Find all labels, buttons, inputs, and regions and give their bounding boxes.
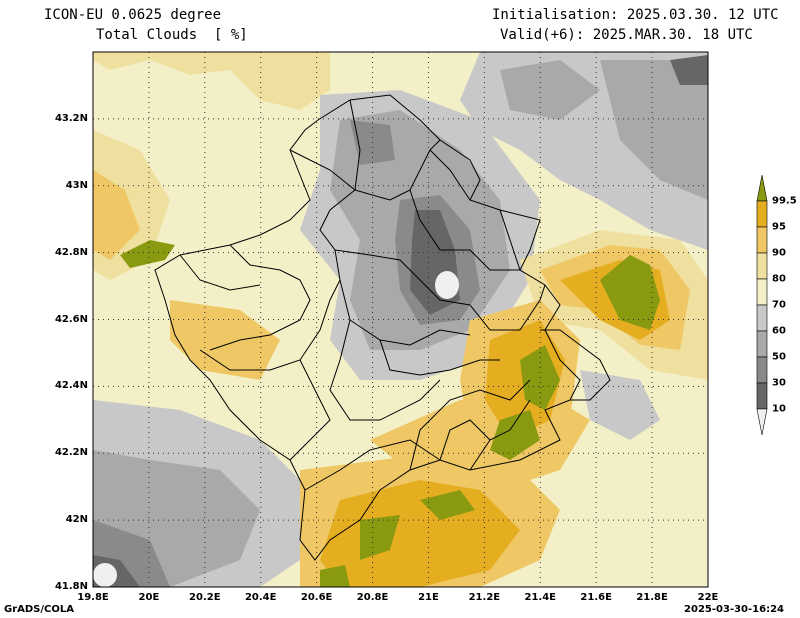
colorbar-segment: [756, 408, 768, 436]
colorbar: [756, 174, 768, 436]
plot-frame: [92, 51, 709, 588]
colorbar-label: 99.5: [772, 195, 797, 207]
lon-tick-label: 22E: [697, 592, 719, 603]
lat-tick-label: 42.8N: [54, 246, 88, 258]
lon-tick-label: 20.8E: [356, 592, 389, 603]
lat-tick-label: 43.2N: [54, 112, 88, 124]
model-title: ICON-EU 0.0625 degree: [44, 7, 222, 23]
lon-tick-label: 20.4E: [244, 592, 277, 603]
footer-left: GrADS/COLA: [4, 604, 74, 615]
lat-tick-label: 42N: [65, 514, 88, 526]
lon-tick-label: 21.4E: [524, 592, 557, 603]
lon-tick-label: 21.6E: [580, 592, 612, 603]
colorbar-segment: [756, 174, 768, 202]
colorbar-label: 80: [772, 273, 786, 285]
lat-tick-label: 42.6N: [54, 313, 88, 325]
lon-tick-label: 20.6E: [300, 592, 333, 603]
colorbar-label: 70: [772, 299, 786, 311]
init-time: Initialisation: 2025.03.30. 12 UTC: [492, 7, 779, 23]
colorbar-segment: [756, 330, 768, 358]
colorbar-label: 50: [772, 351, 786, 363]
admin-borders: [154, 94, 611, 561]
colorbar-segment: [756, 356, 768, 384]
colorbar-segment: [756, 304, 768, 332]
colorbar-label: 10: [772, 403, 786, 415]
valid-time: Valid(+6): 2025.MAR.30. 18 UTC: [500, 27, 753, 43]
field-title: Total Clouds [ %]: [96, 27, 248, 43]
lat-tick-label: 41.8N: [54, 581, 88, 592]
lat-tick-label: 43N: [65, 179, 88, 191]
lon-tick-label: 20E: [138, 592, 160, 603]
colorbar-segment: [756, 200, 768, 228]
lat-tick-label: 42.4N: [54, 380, 88, 392]
colorbar-label: 95: [772, 221, 786, 233]
lon-tick-label: 21E: [418, 592, 439, 603]
lon-tick-label: 20.2E: [189, 592, 221, 603]
map-grid: [93, 52, 708, 587]
lon-tick-label: 21.8E: [636, 592, 668, 603]
colorbar-segment: [756, 226, 768, 254]
colorbar-segment: [756, 382, 768, 410]
lon-tick-label: 19.8E: [77, 592, 109, 603]
footer-right: 2025-03-30-16:24: [684, 604, 784, 615]
colorbar-segment: [756, 278, 768, 306]
colorbar-label: 90: [772, 247, 786, 259]
colorbar-label: 60: [772, 325, 786, 337]
lat-tick-label: 42.2N: [54, 447, 88, 459]
colorbar-label: 30: [772, 377, 786, 389]
colorbar-segment: [756, 252, 768, 280]
lon-tick-label: 21.2E: [468, 592, 501, 603]
cloud-field: [93, 52, 708, 587]
